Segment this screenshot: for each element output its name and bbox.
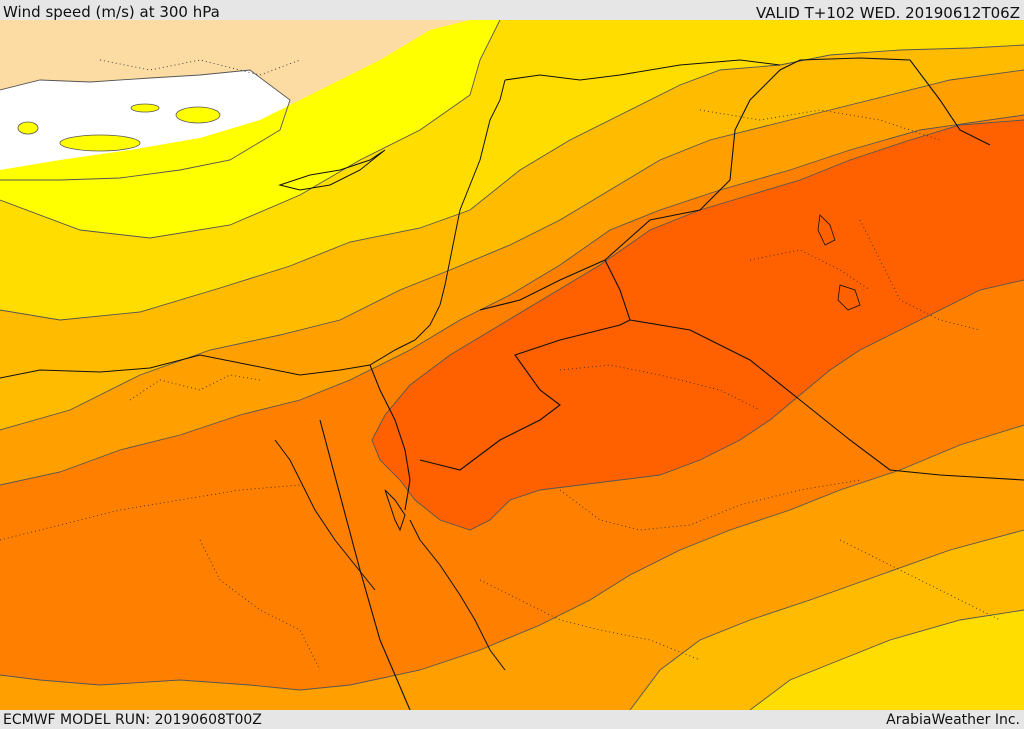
lakes	[817, 214, 861, 311]
coastlines	[0, 79, 506, 671]
country-borders	[319, 57, 1024, 710]
credit: ArabiaWeather Inc.	[886, 712, 1020, 728]
footer-bar: ECMWF MODEL RUN: 20190608T00Z ArabiaWeat…	[0, 710, 1024, 729]
header-bar: Wind speed (m/s) at 300 hPa VALID T+102 …	[0, 0, 1024, 22]
small-wind-patches	[17, 103, 221, 152]
administrative-borders	[0, 59, 1001, 671]
valid-time: VALID T+102 WED. 20190612T06Z	[755, 4, 1020, 22]
model-run: ECMWF MODEL RUN: 20190608T00Z	[3, 712, 262, 728]
wind-band-orange-dark	[372, 120, 1024, 530]
map-title: Wind speed (m/s) at 300 hPa	[3, 3, 220, 21]
wind-speed-map	[0, 20, 1024, 710]
isotach-contours	[0, 20, 1024, 710]
